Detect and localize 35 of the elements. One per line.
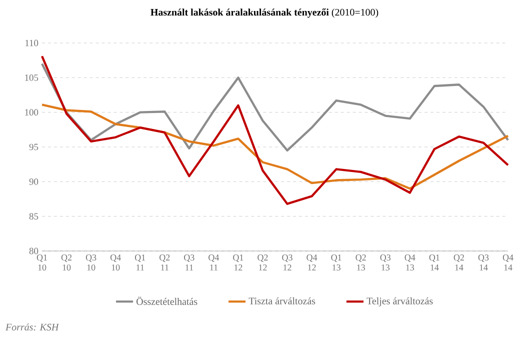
x-tick-label: Q1 12 [233,254,244,270]
x-tick-label: Q1 14 [429,254,440,270]
x-tick-label: Q2 14 [454,254,464,270]
x-tick-label: Q2 12 [258,254,268,270]
legend-label: Teljes árváltozás [366,297,433,306]
x-tick-label: Q2 13 [356,254,366,271]
x-tick-label: Q1 11 [135,254,146,270]
x-tick-label: Q3 11 [184,254,194,270]
y-tick-label: 100 [25,109,38,116]
line-series [40,62,510,152]
x-tick-label: Q1 13 [331,254,342,271]
y-tick-label: 85 [29,213,38,220]
x-tick-label: Q4 12 [306,254,318,270]
x-tick-label: Q4 14 [502,254,514,270]
x-tick-label: Q3 14 [478,254,489,270]
y-tick-label: 110 [25,40,38,46]
y-tick-label: 105 [25,74,38,81]
text: Forrás: KSH [5,323,60,331]
x-tick-label: Q2 11 [160,254,170,270]
x-tick-label: Q3 10 [86,254,96,271]
y-tick-label: 80 [29,248,38,254]
y-tick-label: 90 [29,178,38,185]
x-tick-label: Q3 13 [380,254,391,271]
line-series [40,104,510,190]
x-tick-label: Q4 11 [208,254,220,270]
line-series [40,55,510,205]
x-tick-label: Q4 10 [110,254,121,271]
x-tick-label: Q4 13 [404,254,416,271]
legend-label: Összetételhatás [136,296,198,305]
x-tick-label: Q1 10 [36,254,47,271]
x-tick-label: Q3 12 [282,254,292,270]
x-tick-label: Q2 10 [61,254,72,271]
legend-label: Tiszta árváltozás [248,297,316,304]
chart-title: Használt lakások áralakulásának tényezői (2010=100) [150,8,378,18]
y-tick-label: 95 [29,144,38,150]
